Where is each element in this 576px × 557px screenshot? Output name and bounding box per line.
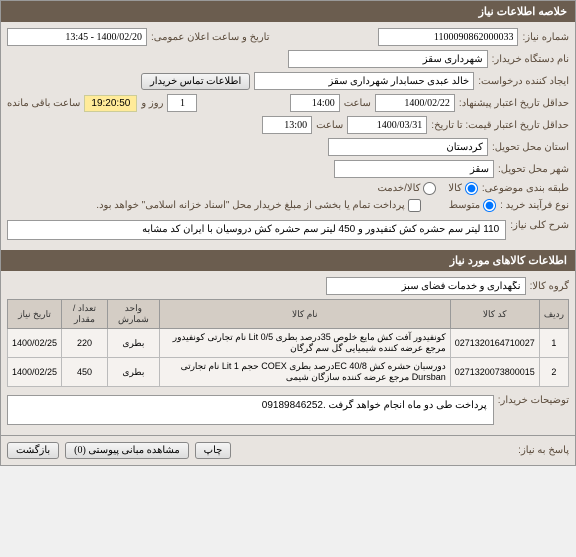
creator-input[interactable] [254,72,474,90]
deadline-label: حداقل تاریخ اعتبار پیشنهاد: [459,98,569,109]
process-mid-label: متوسط [449,200,480,211]
col-name: نام کالا [159,300,450,329]
main-panel: خلاصه اطلاعات نیاز شماره نیاز: تاریخ و س… [0,0,576,466]
footer: پاسخ به نیاز: چاپ مشاهده مبانی پیوستی (0… [1,435,575,465]
cell-code: 0271320164710027 [450,329,539,358]
goods-group-label: گروه کالا: [530,281,569,292]
city-input[interactable] [334,160,494,178]
validity-time-input[interactable] [262,116,312,134]
desc-text: 110 لیتر سم حشره کش کنفیدور و 450 لیتر س… [7,220,506,240]
group-label: طبقه بندی موضوعی: [482,183,569,194]
deadline-time-input[interactable] [290,94,340,112]
cell-n: 1 [539,329,568,358]
items-table: ردیف کد کالا نام کالا واحد شمارش تعداد /… [7,299,569,387]
col-qty: تعداد / مقدار [62,300,108,329]
cell-date: 1400/02/25 [8,329,62,358]
process-label: نوع فرآیند خرید : [500,200,569,211]
validity-label: حداقل تاریخ اعتبار قیمت: تا تاریخ: [431,120,569,131]
cell-qty: 450 [62,358,108,387]
answer-label: پاسخ به نیاز: [518,445,569,456]
attachments-button[interactable]: مشاهده مبانی پیوستی (0) [65,442,189,459]
cell-name: دورسبان حشره کش EC 40/8درصد بطری COEX حج… [159,358,450,387]
cell-n: 2 [539,358,568,387]
countdown-timer: 19:20:50 [84,95,137,112]
announce-label: تاریخ و ساعت اعلان عمومی: [151,32,270,43]
category-radio-group: کالا کالا/خدمت [377,182,477,195]
process-mid-radio[interactable] [483,199,496,212]
time-label-2: ساعت [316,120,343,131]
col-code: کد کالا [450,300,539,329]
province-input[interactable] [328,138,488,156]
partial-pay-label: پرداخت تمام یا بخشی از مبلغ خریدار محل "… [96,200,404,211]
cell-unit: بطری [107,329,159,358]
goods-radio[interactable] [465,182,478,195]
city-label: شهر محل تحویل: [498,164,569,175]
province-label: استان محل تحویل: [492,142,569,153]
table-row: 2 0271320073800015 دورسبان حشره کش EC 40… [8,358,569,387]
desc-label: شرح کلی نیاز: [510,220,569,231]
days-label: روز و [141,98,163,109]
time-label-1: ساعت [344,98,371,109]
col-row: ردیف [539,300,568,329]
info-body: شماره نیاز: تاریخ و ساعت اعلان عمومی: نا… [1,22,575,250]
panel-title: خلاصه اطلاعات نیاز [1,1,575,22]
contact-button[interactable]: اطلاعات تماس خریدار [141,73,250,90]
validity-date-input[interactable] [347,116,427,134]
cell-qty: 220 [62,329,108,358]
goods-radio-label: کالا [448,183,462,194]
org-label: نام دستگاه خریدار: [492,54,569,65]
table-row: 1 0271320164710027 کونفیدور آفت کش مایع … [8,329,569,358]
cell-code: 0271320073800015 [450,358,539,387]
creator-label: ایجاد کننده درخواست: [478,76,569,87]
col-date: تاریخ نیاز [8,300,62,329]
reqno-input[interactable] [378,28,518,46]
service-radio-label: کالا/خدمت [377,183,420,194]
cell-unit: بطری [107,358,159,387]
remain-label: ساعت باقی مانده [7,98,80,109]
back-button[interactable]: بازگشت [7,442,59,459]
cell-date: 1400/02/25 [8,358,62,387]
col-unit: واحد شمارش [107,300,159,329]
buyer-notes-text: پرداخت طی دو ماه انجام خواهد گرفت .09189… [7,395,494,425]
deadline-date-input[interactable] [375,94,455,112]
days-input[interactable] [167,94,197,112]
partial-pay-checkbox[interactable] [408,199,421,212]
org-input[interactable] [288,50,488,68]
announce-input[interactable] [7,28,147,46]
buyer-notes-label: توضیحات خریدار: [498,395,569,406]
service-radio[interactable] [423,182,436,195]
goods-group-input[interactable] [326,277,526,295]
items-title: اطلاعات کالاهای مورد نیاز [1,250,575,271]
cell-name: کونفیدور آفت کش مایع خلوص 35درصد بطری Li… [159,329,450,358]
reqno-label: شماره نیاز: [522,32,569,43]
items-body: گروه کالا: ردیف کد کالا نام کالا واحد شم… [1,271,575,435]
print-button[interactable]: چاپ [195,442,232,459]
